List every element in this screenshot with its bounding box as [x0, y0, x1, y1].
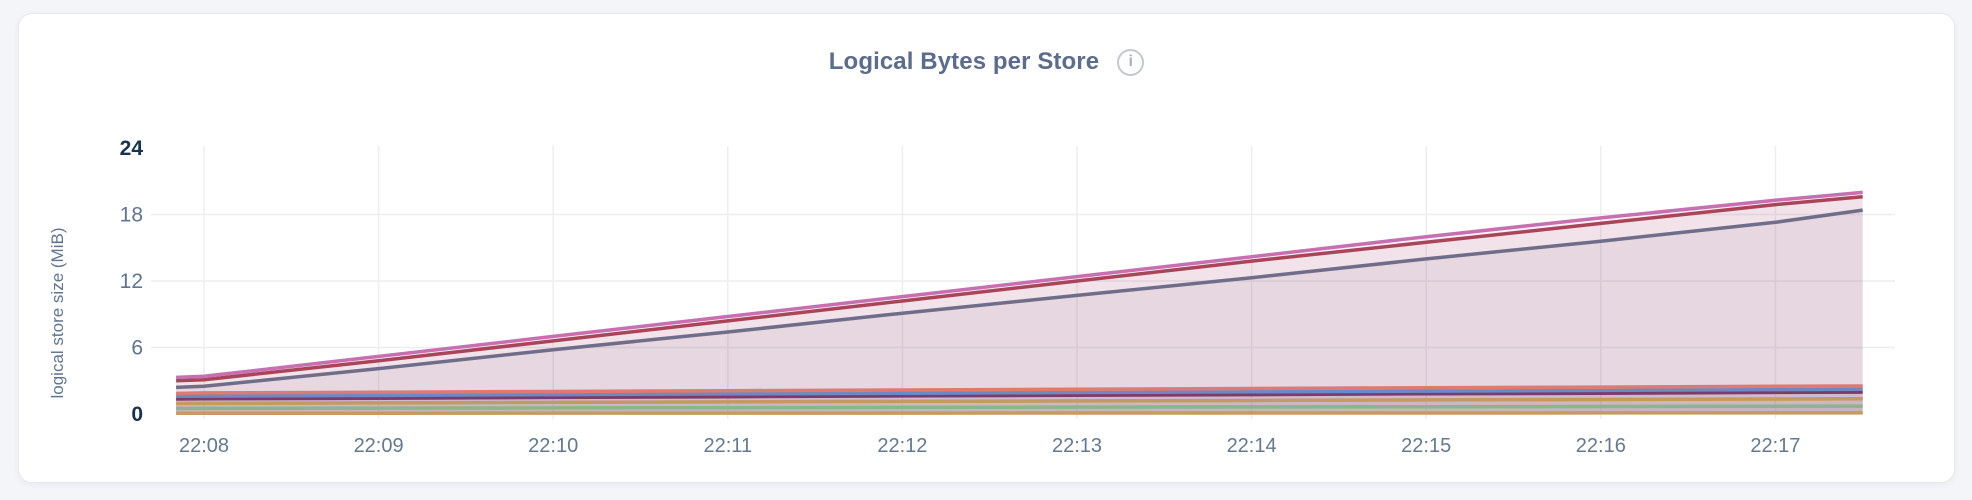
series-3-line: [176, 208, 1863, 390]
x-tick-label: 22:17: [1750, 435, 1800, 457]
info-icon[interactable]: i: [1117, 48, 1145, 76]
series-2-area: [176, 196, 1863, 414]
chart-title: Logical Bytes per Store: [828, 48, 1100, 75]
x-tick-label: 22:16: [1576, 435, 1626, 457]
y-tick-label: 18: [120, 204, 143, 227]
series-areas: [176, 192, 1863, 414]
x-tick-label: 22:11: [704, 435, 753, 457]
chart-card: 0 6 12 18 24 22:08 22:09 22:10 22:11 22:12 22:13 22…: [18, 13, 1955, 483]
x-tick-label: 22:10: [528, 435, 578, 457]
y-tick-label: 24: [120, 137, 144, 160]
series-lines: [176, 190, 1863, 415]
x-tick-label: 22:09: [354, 435, 404, 457]
series-4-line: [176, 384, 1863, 396]
series-5-line: [176, 387, 1863, 399]
x-tick-label: 22:15: [1401, 435, 1451, 457]
y-axis-ticks: 0 6 12 18 24: [120, 137, 144, 426]
x-axis-ticks: 22:08 22:09 22:10 22:11 22:12 22:13 22:14 22:15…: [179, 435, 1800, 457]
series-3-area: [176, 210, 1863, 414]
y-tick-label: 0: [131, 403, 143, 426]
y-tick-label: 12: [120, 270, 143, 293]
series-2-line: [176, 195, 1863, 383]
chart-header: Logical Bytes per Store i: [19, 48, 1954, 76]
series-7-line: [176, 397, 1863, 406]
series-6-line: [176, 390, 1863, 401]
series-1-line: [176, 190, 1863, 380]
x-tick-label: 22:14: [1227, 435, 1277, 457]
y-tick-label: 6: [131, 337, 143, 360]
series-8-line: [176, 404, 1863, 411]
y-axis-title: logical store size (MiB): [48, 227, 67, 399]
x-tick-label: 22:08: [179, 435, 229, 457]
x-tick-label: 22:12: [877, 435, 927, 457]
x-tick-label: 22:13: [1052, 435, 1102, 457]
series-1-area: [176, 192, 1863, 414]
